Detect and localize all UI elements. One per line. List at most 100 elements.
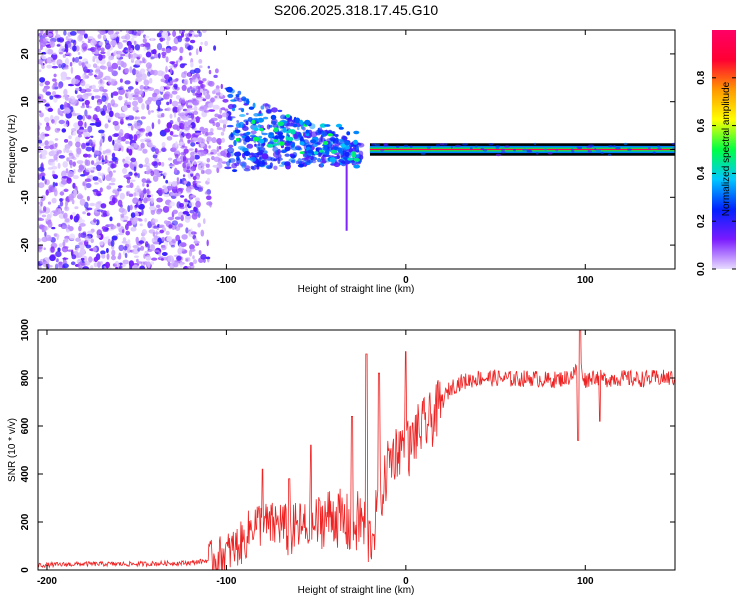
spectrogram-transition-blob [228,144,234,148]
spectrogram-transition-blob [182,162,187,169]
spectrogram-noise-speck [161,47,166,52]
spectrogram-noise-speck [98,145,102,153]
spectrogram-noise-speck [78,134,82,138]
spectrogram-noise-speck [61,176,69,179]
spectrogram-noise-speck [195,180,202,184]
spectrogram-noise-speck [174,85,178,90]
spectrogram-transition-blob [242,126,249,131]
spectrogram-noise-speck [44,231,47,237]
spectrogram-noise-speck [84,109,88,117]
spectrogram-noise-speck [42,87,48,93]
spectrogram-noise-speck [84,178,92,182]
spectrogram-noise-speck [114,112,121,118]
spectrogram-noise-speck [138,54,143,58]
spectrogram-transition-blob [193,110,199,115]
spectrogram-transition-blob [203,105,208,111]
spectrogram-noise-speck [74,56,80,63]
spectrogram-noise-speck [131,219,137,225]
spectrogram-noise-speck [40,210,45,214]
spectrogram-transition-blob [216,85,220,89]
spectrogram-noise-speck [72,175,79,180]
spectrogram-noise-speck [120,215,124,219]
spectrogram-noise-speck [107,135,113,142]
spectrogram-noise-speck [90,46,96,53]
spectrogram-noise-speck [81,62,85,66]
spectrogram-transition-blob [268,132,274,135]
spectrogram-noise-speck [177,116,181,123]
spectrogram-noise-speck [137,30,144,34]
carrier-side-speck [474,145,478,148]
spectrogram-noise-speck [112,91,119,96]
spectrogram-noise-speck [176,158,182,162]
spectrogram-noise-speck [124,80,131,85]
spectrogram-noise-speck [155,95,162,100]
spectrogram-core-blob [323,144,328,150]
spectrogram-noise-speck [58,155,65,159]
spectrogram-noise-speck [175,95,181,100]
spectrogram-transition-blob [246,143,254,149]
spectrogram-noise-speck [131,30,137,36]
spectrogram-noise-speck [109,33,114,39]
spectrogram-noise-speck [58,119,65,125]
spectrogram-noise-speck [117,187,122,192]
spectrogram-noise-speck [81,42,88,50]
spectrogram-noise-speck [76,115,84,120]
spectrogram-noise-speck [109,216,113,222]
snr-xtick-label: 100 [577,576,594,587]
spectrogram-transition-blob [178,141,185,146]
spectrogram-noise-speck [182,174,186,178]
spectrogram-transition-blob [234,129,241,134]
spectrogram-noise-speck [40,162,44,170]
spectrogram-noise-speck [54,94,62,99]
colorbar-tick-label: 0.2 [696,214,707,228]
spectrogram-transition-blob [344,151,350,158]
spectrogram-transition-blob [243,156,246,160]
spectrogram-noise-speck [67,224,71,229]
spectrogram-core-blob [246,131,251,135]
spectrogram-noise-speck [78,33,83,41]
spectrogram-noise-speck [118,266,121,269]
spectrogram-noise-speck [117,41,123,50]
spectrogram-noise-speck [145,62,152,69]
spectrogram-noise-speck [206,195,212,200]
spectrogram-noise-speck [93,150,100,155]
spectrogram-noise-speck [113,133,119,137]
spectrogram-noise-speck [54,138,59,141]
spectrogram-noise-speck [93,262,98,268]
spectrogram-transition-blob [220,131,225,136]
spectrogram-noise-speck [83,66,88,73]
spectrogram-transition-blob [192,101,199,106]
spectrogram-core-blob [351,154,356,158]
spectrogram-noise-speck [139,68,146,74]
spectrogram-noise-speck [40,30,44,35]
spectrogram-noise-speck [127,91,131,98]
spectrogram-noise-speck [108,78,115,86]
spectrogram-core-blob [248,106,255,110]
spectrogram-noise-speck [194,148,198,153]
spectrogram-core-blob [307,149,314,154]
spectrogram-noise-speck [72,161,76,167]
spectrogram-noise-speck [45,234,52,242]
spectrogram-transition-blob [186,107,194,111]
spectrogram-transition-blob [278,154,282,159]
spectrogram-noise-speck [145,125,152,133]
spectrogram-noise-speck [46,56,54,64]
spectrogram-noise-speck [151,122,155,130]
spectrogram-noise-speck [172,209,178,215]
spectrogram-transition-blob [277,158,281,164]
carrier-side-speck [395,145,400,148]
spectrogram-noise-speck [208,69,212,75]
spectrogram-noise-speck [173,262,179,268]
spectrogram-noise-speck [167,261,171,267]
spectrogram-noise-speck [179,203,184,208]
spectrogram-noise-speck [65,168,69,174]
spectrogram-core-blob [287,136,294,142]
spectrogram-noise-speck [61,128,67,133]
spectrogram-noise-speck [63,30,67,36]
spectrogram-noise-speck [192,175,197,181]
spectrogram-transition-blob [189,79,193,84]
spectrogram-noise-speck [189,39,196,44]
spectrogram-noise-speck [159,85,164,92]
snr-ytick-label: 200 [20,513,31,530]
spectrogram-transition-blob [257,124,262,128]
